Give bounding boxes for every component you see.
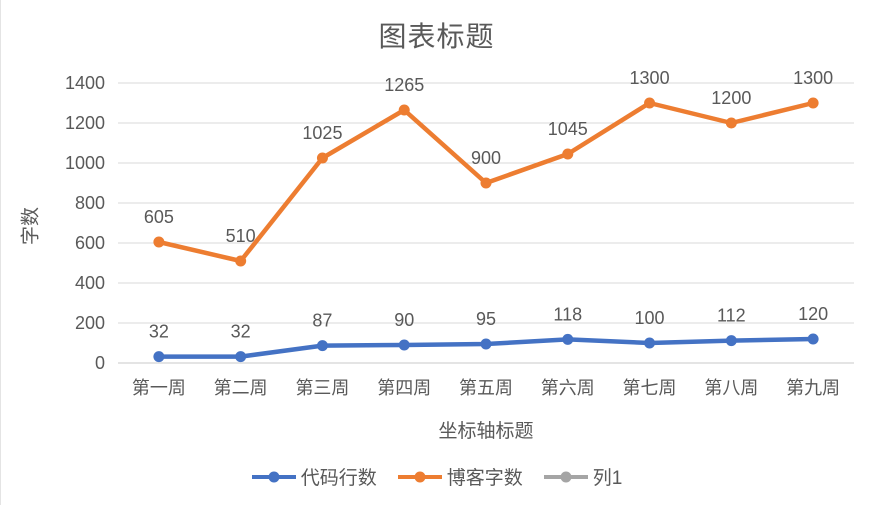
data-label: 1200 bbox=[711, 88, 751, 108]
data-label: 1265 bbox=[384, 75, 424, 95]
legend-line-marker-icon bbox=[397, 471, 442, 482]
x-tick-label: 第八周 bbox=[704, 378, 758, 398]
data-point bbox=[725, 117, 737, 129]
data-label: 1025 bbox=[302, 123, 342, 143]
data-label: 1300 bbox=[793, 68, 833, 88]
x-tick-label: 第三周 bbox=[295, 378, 349, 398]
data-point bbox=[235, 255, 247, 267]
data-label: 87 bbox=[312, 311, 332, 331]
data-label: 112 bbox=[717, 306, 746, 326]
data-label: 118 bbox=[553, 304, 582, 324]
y-tick-label: 400 bbox=[75, 273, 105, 293]
y-tick-label: 1000 bbox=[65, 153, 105, 173]
x-tick-label: 第一周 bbox=[132, 378, 186, 398]
legend-item-column-1: 列1 bbox=[543, 463, 623, 490]
legend: 代码行数 博客字数 列1 bbox=[1, 463, 872, 490]
data-point bbox=[316, 340, 328, 352]
x-tick-label: 第四周 bbox=[377, 378, 431, 398]
data-point bbox=[644, 337, 656, 349]
data-label: 1300 bbox=[630, 68, 670, 88]
legend-item-code-lines: 代码行数 bbox=[251, 463, 377, 490]
data-label: 510 bbox=[226, 226, 256, 246]
legend-item-blog-word-count: 博客字数 bbox=[397, 463, 523, 490]
x-tick-label: 第五周 bbox=[459, 378, 513, 398]
data-point bbox=[562, 333, 574, 345]
legend-line-marker-icon bbox=[543, 471, 588, 482]
x-axis-title: 坐标轴标题 bbox=[438, 421, 534, 442]
data-point bbox=[644, 97, 656, 109]
data-label: 900 bbox=[471, 148, 501, 168]
data-point bbox=[398, 104, 410, 116]
data-label: 605 bbox=[144, 207, 174, 227]
x-tick-label: 第二周 bbox=[214, 378, 268, 398]
legend-item-label: 代码行数 bbox=[300, 468, 377, 489]
data-point bbox=[562, 148, 574, 160]
data-point bbox=[480, 338, 492, 350]
legend-line-marker-icon bbox=[251, 471, 296, 482]
data-label: 32 bbox=[231, 322, 251, 342]
x-tick-label: 第六周 bbox=[541, 378, 595, 398]
x-tick-label: 第七周 bbox=[623, 378, 677, 398]
data-label: 90 bbox=[394, 310, 414, 330]
data-label: 120 bbox=[798, 304, 828, 324]
y-tick-label: 1200 bbox=[65, 113, 105, 133]
y-tick-label: 1400 bbox=[65, 73, 105, 93]
y-tick-label: 0 bbox=[95, 353, 105, 373]
data-point bbox=[153, 236, 165, 248]
data-point bbox=[398, 339, 410, 351]
data-point bbox=[807, 333, 819, 345]
data-point bbox=[807, 97, 819, 109]
data-label: 100 bbox=[635, 308, 665, 328]
y-axis-title: 字数 bbox=[20, 206, 42, 246]
y-tick-label: 200 bbox=[75, 313, 105, 333]
data-label: 95 bbox=[476, 309, 496, 329]
legend-item-label: 列1 bbox=[592, 468, 623, 489]
data-point bbox=[480, 177, 492, 189]
legend-item-label: 博客字数 bbox=[446, 468, 523, 489]
data-label: 1045 bbox=[548, 119, 588, 139]
data-label: 32 bbox=[149, 322, 169, 342]
y-tick-label: 600 bbox=[75, 233, 105, 253]
x-tick-label: 第九周 bbox=[786, 378, 840, 398]
data-point bbox=[725, 335, 737, 347]
data-point bbox=[316, 152, 328, 164]
data-point bbox=[153, 351, 165, 363]
data-point bbox=[235, 351, 247, 363]
y-tick-label: 800 bbox=[75, 193, 105, 213]
